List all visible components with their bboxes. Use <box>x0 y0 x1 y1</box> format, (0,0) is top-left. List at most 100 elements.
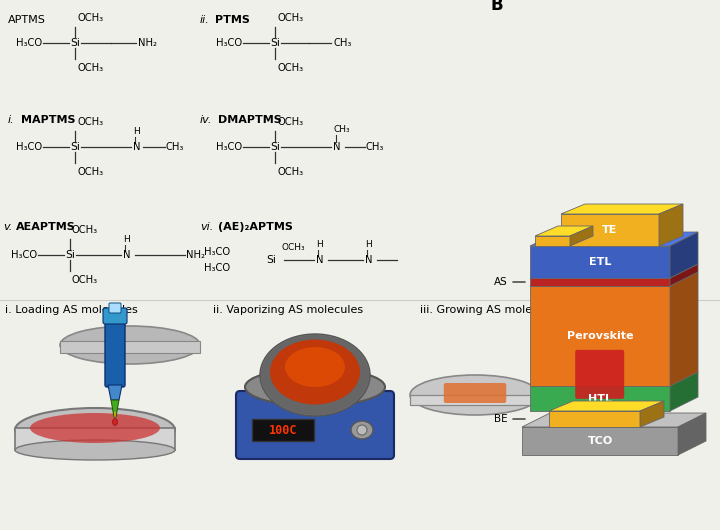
Bar <box>252 419 314 441</box>
FancyBboxPatch shape <box>109 303 121 313</box>
Text: H: H <box>316 240 323 249</box>
Text: Perovskite: Perovskite <box>567 331 634 341</box>
Text: OCH₃: OCH₃ <box>277 63 303 73</box>
Ellipse shape <box>351 421 373 439</box>
FancyBboxPatch shape <box>236 391 394 459</box>
Polygon shape <box>670 232 698 278</box>
Text: i.: i. <box>8 115 14 125</box>
Text: OCH₃: OCH₃ <box>72 275 98 285</box>
Polygon shape <box>549 411 640 427</box>
Text: ii. Vaporizing AS molecules: ii. Vaporizing AS molecules <box>213 305 363 315</box>
Text: Si: Si <box>266 255 276 265</box>
Text: MAPTMS: MAPTMS <box>21 115 76 125</box>
Polygon shape <box>561 214 659 246</box>
Text: Si: Si <box>70 142 80 152</box>
FancyBboxPatch shape <box>105 318 125 387</box>
Ellipse shape <box>15 440 175 460</box>
FancyBboxPatch shape <box>575 350 624 399</box>
Text: AS: AS <box>494 277 508 287</box>
Text: 100C: 100C <box>269 423 297 437</box>
Ellipse shape <box>261 335 369 415</box>
Text: N: N <box>123 250 130 260</box>
Polygon shape <box>530 246 670 278</box>
Text: CH₃: CH₃ <box>166 142 184 152</box>
Polygon shape <box>678 413 706 455</box>
Text: H₃CO: H₃CO <box>216 142 242 152</box>
Polygon shape <box>530 372 698 386</box>
Ellipse shape <box>30 413 160 443</box>
Text: vi.: vi. <box>200 222 213 232</box>
Ellipse shape <box>285 347 345 387</box>
Text: H: H <box>365 240 372 249</box>
Text: ii.: ii. <box>200 15 210 25</box>
Polygon shape <box>530 386 670 411</box>
FancyBboxPatch shape <box>444 383 506 403</box>
Polygon shape <box>530 264 698 278</box>
Text: H: H <box>133 127 140 136</box>
Text: H₃CO: H₃CO <box>16 142 42 152</box>
Bar <box>410 395 540 405</box>
Polygon shape <box>670 264 698 286</box>
Text: DMAPTMS: DMAPTMS <box>218 115 282 125</box>
Polygon shape <box>570 226 593 246</box>
Text: HTL: HTL <box>588 393 612 403</box>
Text: N: N <box>133 142 140 152</box>
Text: Si: Si <box>270 38 280 48</box>
Ellipse shape <box>270 340 360 404</box>
Text: (AE)₂APTMS: (AE)₂APTMS <box>218 222 293 232</box>
Polygon shape <box>640 401 664 427</box>
Polygon shape <box>659 204 683 246</box>
Polygon shape <box>670 272 698 386</box>
Text: CH₃: CH₃ <box>366 142 384 152</box>
Ellipse shape <box>540 372 660 408</box>
Text: PTMS: PTMS <box>215 15 250 25</box>
Text: ETL: ETL <box>589 257 611 267</box>
Bar <box>15 428 175 450</box>
Ellipse shape <box>60 326 200 364</box>
Text: H₃CO: H₃CO <box>216 38 242 48</box>
Polygon shape <box>561 204 683 214</box>
Polygon shape <box>530 278 670 286</box>
Text: H: H <box>123 235 130 244</box>
Ellipse shape <box>112 419 117 426</box>
Text: H₃CO: H₃CO <box>11 250 37 260</box>
Circle shape <box>357 425 367 435</box>
Text: N: N <box>365 255 372 265</box>
Polygon shape <box>114 412 116 417</box>
Polygon shape <box>522 413 706 427</box>
Polygon shape <box>549 401 664 411</box>
Text: NH₂: NH₂ <box>186 250 205 260</box>
Ellipse shape <box>410 375 540 415</box>
Text: TE: TE <box>603 225 618 235</box>
Text: OCH₃: OCH₃ <box>77 117 103 127</box>
Ellipse shape <box>245 368 385 406</box>
Polygon shape <box>670 372 698 411</box>
Polygon shape <box>530 272 698 286</box>
Text: BE: BE <box>495 414 508 424</box>
Polygon shape <box>108 385 122 400</box>
Text: NH₂: NH₂ <box>138 38 157 48</box>
Bar <box>540 390 660 399</box>
Text: B: B <box>490 0 503 14</box>
Text: v.: v. <box>3 222 12 232</box>
Polygon shape <box>111 400 119 417</box>
Text: OCH₃: OCH₃ <box>77 167 103 177</box>
Text: OCH₃: OCH₃ <box>72 225 98 235</box>
Text: H₃CO: H₃CO <box>204 263 230 273</box>
Text: Si: Si <box>65 250 75 260</box>
Text: N: N <box>316 255 323 265</box>
Polygon shape <box>530 232 698 246</box>
Text: AEAPTMS: AEAPTMS <box>16 222 76 232</box>
Text: H₃CO: H₃CO <box>16 38 42 48</box>
Text: Si: Si <box>70 38 80 48</box>
FancyBboxPatch shape <box>103 308 127 324</box>
Bar <box>60 341 200 353</box>
Ellipse shape <box>260 334 370 416</box>
Text: iii. Growing AS molecules onto perovs...: iii. Growing AS molecules onto perovs... <box>420 305 642 315</box>
Text: OCH₃: OCH₃ <box>77 63 103 73</box>
Text: H₃CO: H₃CO <box>204 247 230 257</box>
Text: i. Loading AS molecules: i. Loading AS molecules <box>5 305 138 315</box>
Text: CH₃: CH₃ <box>333 38 351 48</box>
Text: N: N <box>333 142 341 152</box>
Text: OCH₃: OCH₃ <box>277 13 303 23</box>
